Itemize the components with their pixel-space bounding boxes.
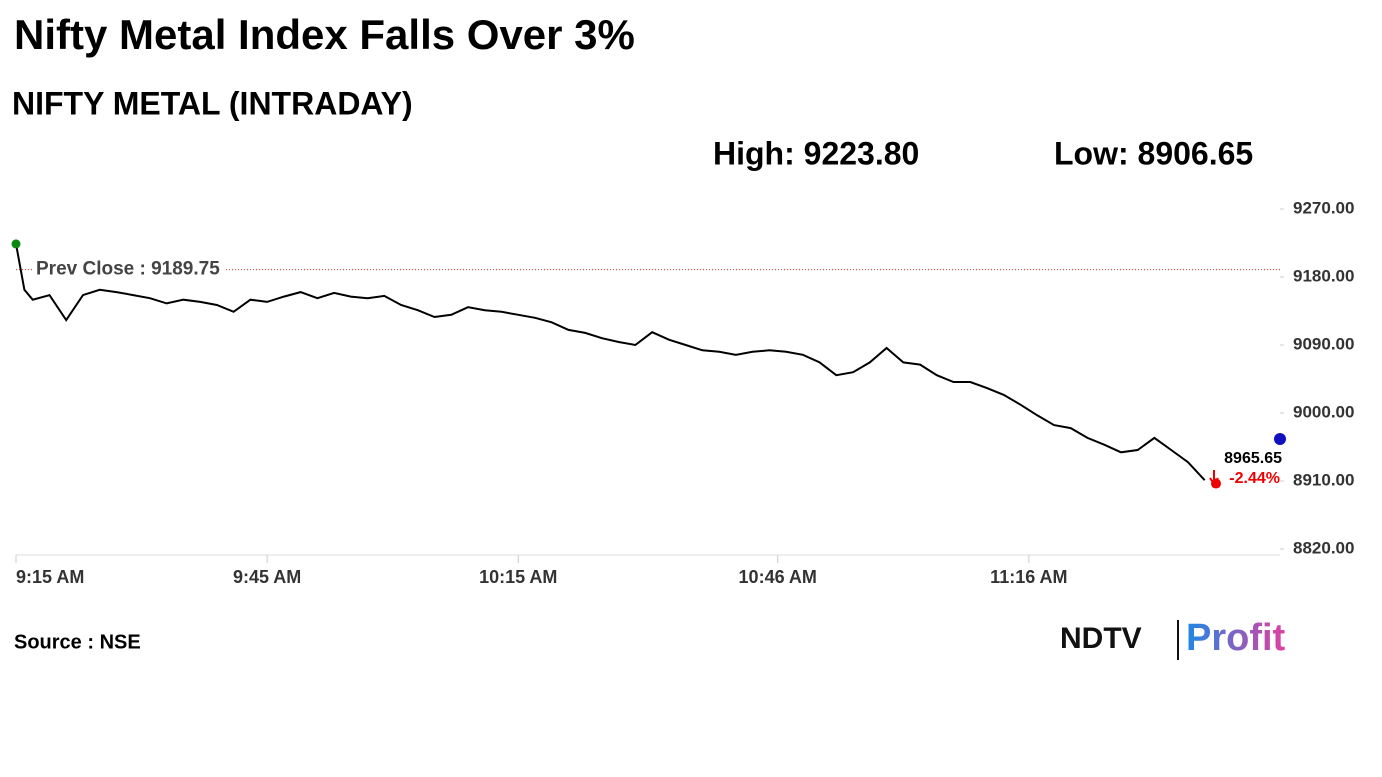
- y-tick-label: 9090.00: [1293, 334, 1354, 353]
- x-tick-label: 10:15 AM: [479, 567, 557, 587]
- last-marker: [1274, 432, 1286, 445]
- low-label: Low: 8906.65: [1054, 135, 1253, 171]
- label-bg: [32, 258, 225, 280]
- x-tick-label: 10:46 AM: [739, 567, 817, 587]
- y-tick-label: 9000.00: [1293, 402, 1354, 421]
- logo-profit: Profit: [1186, 617, 1286, 659]
- down-arrow: [1209, 470, 1219, 486]
- source: Source : NSE: [14, 631, 141, 653]
- chart-subtitle: NIFTY METAL (INTRADAY): [12, 85, 413, 121]
- prev-close-label: Prev Close : 9189.75: [36, 259, 220, 280]
- high-label: High: 9223.80: [713, 135, 919, 171]
- price-line: [15, 243, 1206, 481]
- y-tick-label: 9180.00: [1293, 266, 1354, 285]
- x-tick-label: 9:15 AM: [16, 567, 84, 587]
- chart-title: Nifty Metal Index Falls Over 3%: [14, 11, 635, 58]
- last-label: 8965.65: [1224, 450, 1282, 467]
- logo-ndtv: NDTV: [1060, 622, 1142, 655]
- change-label: -2.44%: [1229, 470, 1280, 487]
- y-tick-label: 9270.00: [1293, 198, 1354, 217]
- x-tick-label: 11:16 AM: [990, 567, 1067, 587]
- y-tick-label: 8910.00: [1293, 470, 1354, 489]
- start-point: [11, 239, 21, 249]
- x-tick-label: 9:45 AM: [233, 567, 301, 587]
- y-tick-label: 8820.00: [1293, 538, 1354, 557]
